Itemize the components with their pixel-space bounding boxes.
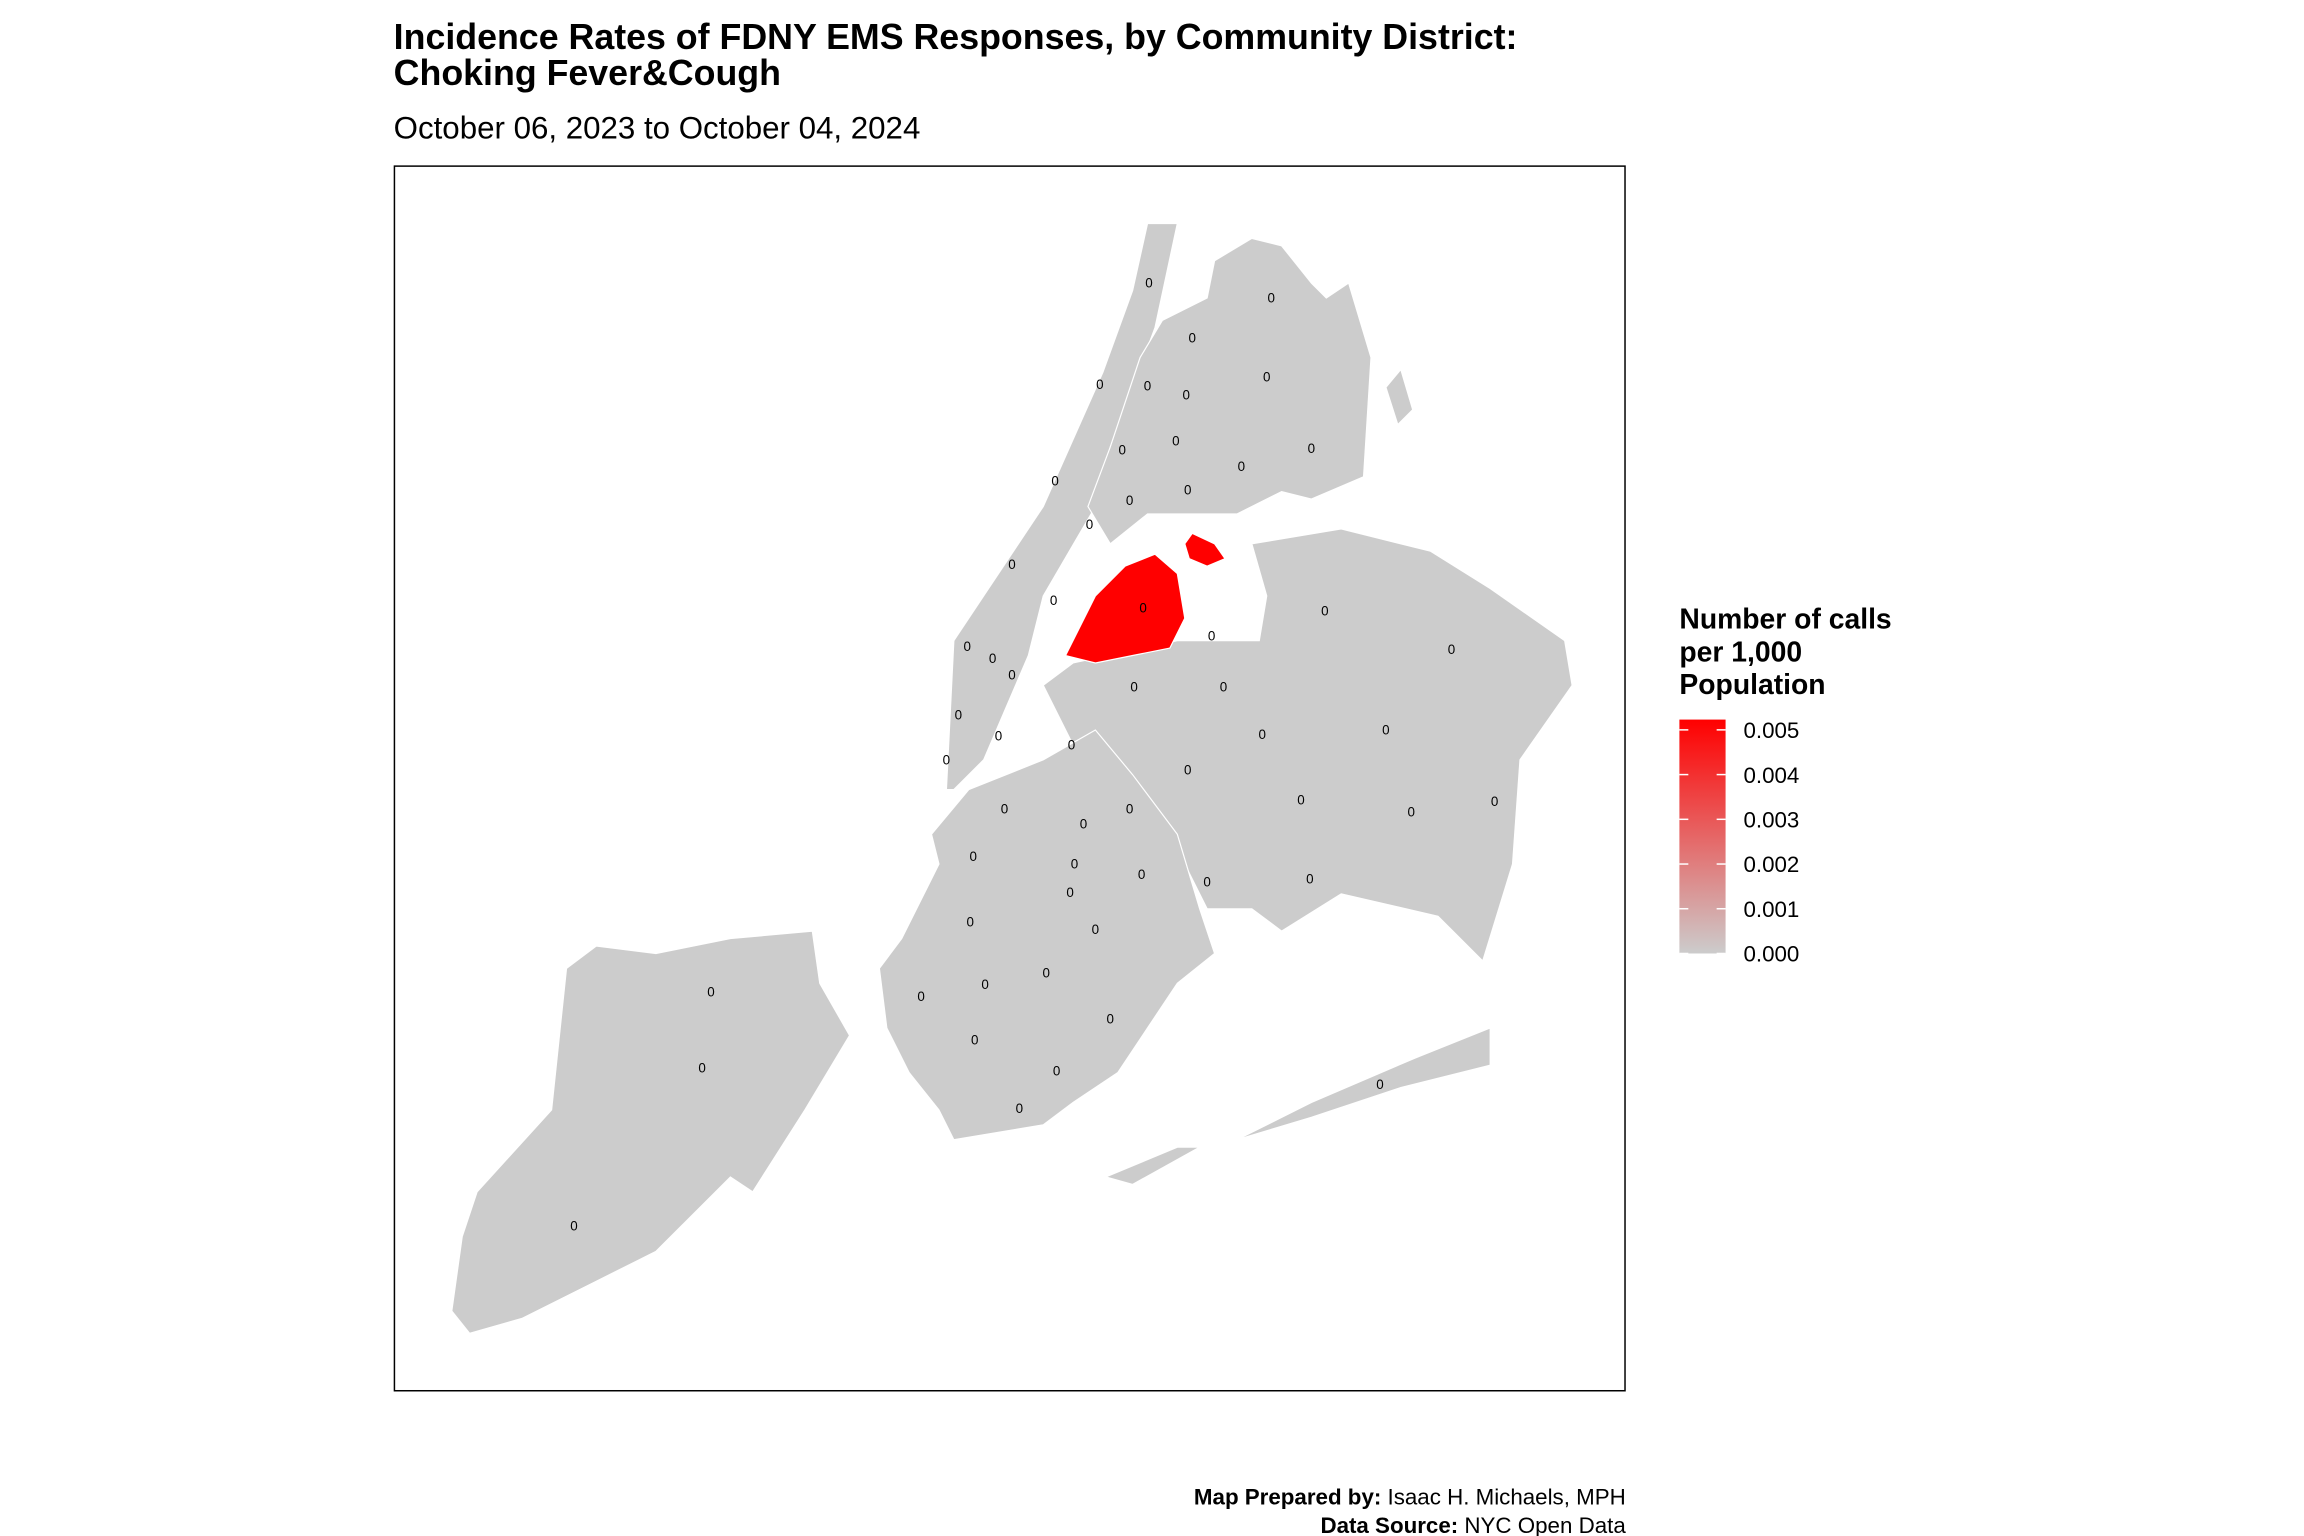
district-label: 0 [955, 708, 962, 723]
subtitle: October 06, 2023 to October 04, 2024 [394, 111, 921, 146]
district-label: 0 [1042, 965, 1049, 980]
legend-title: Population [1679, 668, 1825, 700]
district-label: 0 [1267, 290, 1274, 305]
legend-tick-label: 0.003 [1743, 808, 1799, 833]
district-label: 0 [1491, 794, 1498, 809]
title-line: Incidence Rates of FDNY EMS Responses, b… [394, 17, 1518, 57]
district-label: 0 [995, 728, 1002, 743]
district-label: 0 [1297, 793, 1304, 808]
manhattan [945, 222, 1179, 791]
legend-tick-label: 0.005 [1743, 718, 1799, 743]
district-label: 0 [1001, 801, 1008, 816]
district-label: 0 [971, 1032, 978, 1047]
district-label: 0 [1053, 1064, 1060, 1079]
district-label: 0 [1130, 679, 1137, 694]
district-label: 0 [943, 752, 950, 767]
credit-value: Isaac H. Michaels, MPH [1388, 1485, 1626, 1510]
district-label: 0 [1096, 377, 1103, 392]
district-label: 0 [1068, 737, 1075, 752]
district-label: 0 [1092, 922, 1099, 937]
map [451, 222, 1573, 1335]
district-labels: 0 0 0 0 0 0 0 0 0 0 0 0 0 0 0 0 0 0 0 0 0 0 0 0 0 0 0 0 0 0 0 0 0 0 0 0 0 0 0 0… [570, 276, 1498, 1234]
district-label: 0 [1188, 331, 1195, 346]
legend-tick-label: 0.004 [1743, 763, 1799, 788]
island [1385, 368, 1414, 426]
district-label: 0 [1220, 679, 1227, 694]
district-label: 0 [1080, 816, 1087, 831]
legend-tick-label: 0.000 [1743, 942, 1799, 967]
district-label: 0 [1139, 600, 1146, 615]
district-label: 0 [1184, 483, 1191, 498]
district-label: 0 [967, 915, 974, 930]
legend-title: Number of calls [1679, 603, 1891, 635]
credit-label: Data Source: [1320, 1513, 1458, 1536]
title-line: Choking Fever&Cough [394, 53, 781, 93]
district-label: 0 [1051, 474, 1058, 489]
legend-tick-label: 0.001 [1743, 897, 1799, 922]
colorbar [1679, 719, 1726, 954]
district-highlight [1064, 553, 1186, 664]
district-label: 0 [1107, 1012, 1114, 1027]
district-label: 0 [1208, 629, 1215, 644]
district-label: 0 [1086, 517, 1093, 532]
legend: Number of calls per 1,000 Population 0.0… [1679, 603, 1892, 967]
credit-value: NYC Open Data [1464, 1513, 1626, 1536]
rockaway [1236, 1027, 1491, 1141]
district-label: 0 [1126, 801, 1133, 816]
staten-island [451, 930, 851, 1335]
district-label: 0 [1259, 727, 1266, 742]
district-label: 0 [707, 985, 714, 1000]
legend-tick-label: 0.002 [1743, 852, 1799, 877]
district-label: 0 [570, 1219, 577, 1234]
credit-label: Map Prepared by: [1194, 1485, 1381, 1510]
credit: Map Prepared by: Isaac H. Michaels, MPH [1194, 1485, 1626, 1510]
district-label: 0 [1016, 1101, 1023, 1116]
district-label: 0 [1203, 874, 1210, 889]
district-label: 0 [1448, 642, 1455, 657]
district-label: 0 [1376, 1077, 1383, 1092]
queens [1042, 528, 1573, 963]
district-label: 0 [1138, 867, 1145, 882]
island [1103, 1146, 1202, 1186]
district-label: 0 [1145, 276, 1152, 291]
district-label: 0 [1306, 871, 1313, 886]
district-label: 0 [981, 977, 988, 992]
district-label: 0 [1308, 441, 1315, 456]
bronx [1087, 237, 1372, 545]
district-label: 0 [1172, 433, 1179, 448]
district-label: 0 [1008, 667, 1015, 682]
district-label: 0 [1118, 442, 1125, 457]
district-label: 0 [1184, 763, 1191, 778]
district-label: 0 [1071, 857, 1078, 872]
map-frame [393, 165, 1626, 1392]
district-label: 0 [1408, 804, 1415, 819]
district-label: 0 [989, 651, 996, 666]
district-label: 0 [1144, 378, 1151, 393]
district-label: 0 [1183, 387, 1190, 402]
district-highlight [1184, 532, 1226, 567]
district-label: 0 [698, 1061, 705, 1076]
district-label: 0 [964, 639, 971, 654]
district-label: 0 [969, 849, 976, 864]
district-label: 0 [917, 989, 924, 1004]
brooklyn [878, 729, 1216, 1141]
legend-title: per 1,000 [1679, 635, 1802, 667]
district-label: 0 [1238, 459, 1245, 474]
district-label: 0 [1050, 593, 1057, 608]
district-label: 0 [1321, 603, 1328, 618]
district-label: 0 [1066, 885, 1073, 900]
district-label: 0 [1008, 557, 1015, 572]
district-label: 0 [1263, 369, 1270, 384]
district-label: 0 [1382, 722, 1389, 737]
district-label: 0 [1126, 493, 1133, 508]
credit: Data Source: NYC Open Data [1320, 1513, 1626, 1536]
